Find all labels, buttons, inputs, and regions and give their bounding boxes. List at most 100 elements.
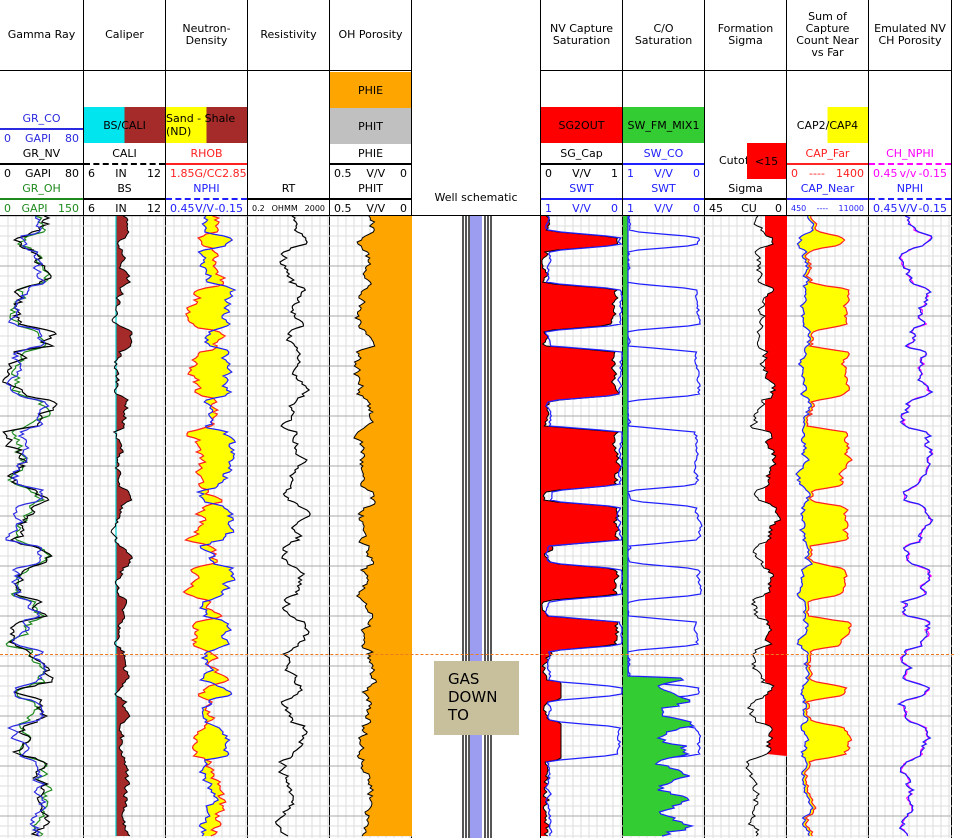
- curve-name: PHIE: [357, 147, 384, 160]
- scale-right: 12: [146, 202, 161, 215]
- scale-left: 0: [791, 167, 798, 180]
- scale-right: 2000: [304, 204, 325, 213]
- scale-right: 1400: [835, 167, 864, 180]
- curve-name: RHOB: [190, 147, 223, 160]
- fill-legend: PHIT: [330, 108, 411, 144]
- scale-right: 0: [399, 202, 407, 215]
- sigma-curve: [745, 216, 781, 837]
- track-body: [787, 215, 869, 838]
- cali-curve: [110, 216, 134, 837]
- curve-scale: 0 GAPI 80: [0, 128, 83, 145]
- curve-name: GR_NV: [22, 147, 61, 160]
- curve-name: CALI: [112, 147, 137, 160]
- track-body: [869, 215, 952, 838]
- scale-unit: G/CC: [194, 167, 223, 180]
- scale-unit: V/V: [366, 167, 386, 180]
- curve-name: SWT: [569, 182, 594, 195]
- fill-legend: SG2OUT: [541, 107, 622, 143]
- scale-right: 1: [610, 167, 618, 180]
- scale-right: -0.15: [918, 202, 947, 215]
- curve-scale: 45 CU 0: [705, 198, 786, 215]
- track-title: NV Capture Saturation: [541, 0, 622, 71]
- scale-left: 450: [791, 204, 807, 213]
- scale-right: 0: [774, 202, 782, 215]
- curve-scale: 1 V/V 0: [623, 198, 704, 215]
- scale-unit: V/V: [654, 202, 673, 215]
- scale-right: -0.15: [918, 167, 947, 180]
- track-nv-capture-saturation: NV Capture Saturation SG2OUT SG_Cap 0 V/V …: [541, 0, 623, 838]
- scale-right: 11000: [838, 204, 864, 213]
- track-title: Neutron-Density: [166, 0, 247, 71]
- scale-unit: V/V: [572, 167, 591, 180]
- curve-name: BS: [117, 182, 132, 195]
- fill-legend: BS/CALI: [84, 107, 165, 143]
- curve-scale: 6 IN 12: [84, 163, 165, 180]
- track-title: Gamma Ray: [0, 0, 83, 71]
- fill-legend: SW_FM_MIX1: [623, 107, 704, 143]
- curve-name: CH_NPHI: [886, 147, 934, 160]
- sigma-fill: [765, 216, 787, 836]
- track-title: Formation Sigma: [705, 0, 786, 71]
- scale-left: 45: [709, 202, 723, 215]
- fill-legend: CAP2/CAP4: [787, 107, 868, 143]
- sg-cap-curve: [541, 216, 622, 837]
- curve-scale: 0 V/V 1: [541, 163, 622, 180]
- casing: [468, 216, 470, 838]
- gr-oh-curve: [5, 216, 53, 837]
- scale-right: 0: [399, 167, 407, 180]
- cap-far-curve: [804, 216, 853, 837]
- track-c-o-saturation: C/O Saturation SW_FM_MIX1 SW_CO 1 V/V 0 SWT…: [623, 0, 705, 838]
- scale-unit: V/V: [654, 167, 673, 180]
- scale-right: 80: [65, 132, 79, 145]
- curve-scale: 0.5 V/V 0: [330, 163, 411, 180]
- scale-right: 2.85: [222, 167, 247, 180]
- curve-scale: 0.45 V/V -0.15: [869, 198, 951, 215]
- curve-name: CAP_Far: [805, 147, 850, 160]
- scale-left: 1: [627, 167, 634, 180]
- curve-name: SW_CO: [643, 147, 684, 160]
- scale-left: 0.45: [170, 202, 195, 215]
- scale-unit: CU: [741, 202, 757, 215]
- scale-left: 0.5: [334, 167, 352, 180]
- curve-scale: 6 IN 12: [84, 198, 165, 215]
- scale-unit: v/v: [899, 167, 917, 180]
- curve-scale: 0.5 V/V 0: [330, 198, 411, 215]
- track-title: Caliper: [84, 0, 165, 71]
- scale-right: 150: [58, 202, 79, 215]
- scale-left: 0: [4, 202, 11, 215]
- track-title: OH Porosity: [330, 0, 411, 71]
- scale-unit: GAPI: [21, 202, 48, 215]
- scale-unit: GAPI: [25, 167, 51, 180]
- curve-name: NPHI: [896, 182, 924, 195]
- curve-name: GR_OH: [22, 182, 61, 195]
- scale-left: 0: [4, 167, 11, 180]
- scale-left: 0.45: [873, 202, 898, 215]
- nphi-curve: [896, 216, 934, 837]
- scale-unit: V/V: [366, 202, 386, 215]
- cali-fill: [116, 216, 133, 836]
- swt-curve: [623, 216, 703, 837]
- scale-left: 0: [4, 132, 11, 145]
- fill-legend: PHIE: [330, 72, 411, 108]
- gas-down-to-label: GAS DOWN TO: [434, 661, 519, 735]
- scale-left: 6: [88, 167, 95, 180]
- scale-unit: V/V: [195, 202, 214, 215]
- curve-name: GR_CO: [22, 112, 61, 125]
- curve-scale: 1.85 G/CC 2.85: [166, 163, 247, 180]
- track-gamma-ray: Gamma Ray GR_CO 0 GAPI 80 GR_NV 0 GAPI 80 G…: [0, 0, 84, 838]
- track-oh-porosity: OH Porosity PHIE PHIT PHIE 0.5 V/V 0 PHIT 0.…: [330, 0, 412, 838]
- scale-right: 0: [692, 167, 700, 180]
- casing: [462, 216, 464, 838]
- gas-contact-line: [0, 654, 954, 655]
- phie-curve: [352, 216, 378, 837]
- rhob-curve: [182, 216, 230, 837]
- tubing: [470, 216, 482, 838]
- scale-right: 80: [65, 167, 79, 180]
- cap-fill: [796, 216, 852, 836]
- sw-co-curve: [627, 216, 696, 837]
- curve-scale: 0.45 v/v -0.15: [869, 163, 951, 180]
- track-title: Sum of Capture Count Near vs Far: [787, 0, 868, 71]
- scale-left: 1.85: [170, 167, 195, 180]
- casing: [465, 216, 467, 838]
- scale-right: 0: [692, 202, 700, 215]
